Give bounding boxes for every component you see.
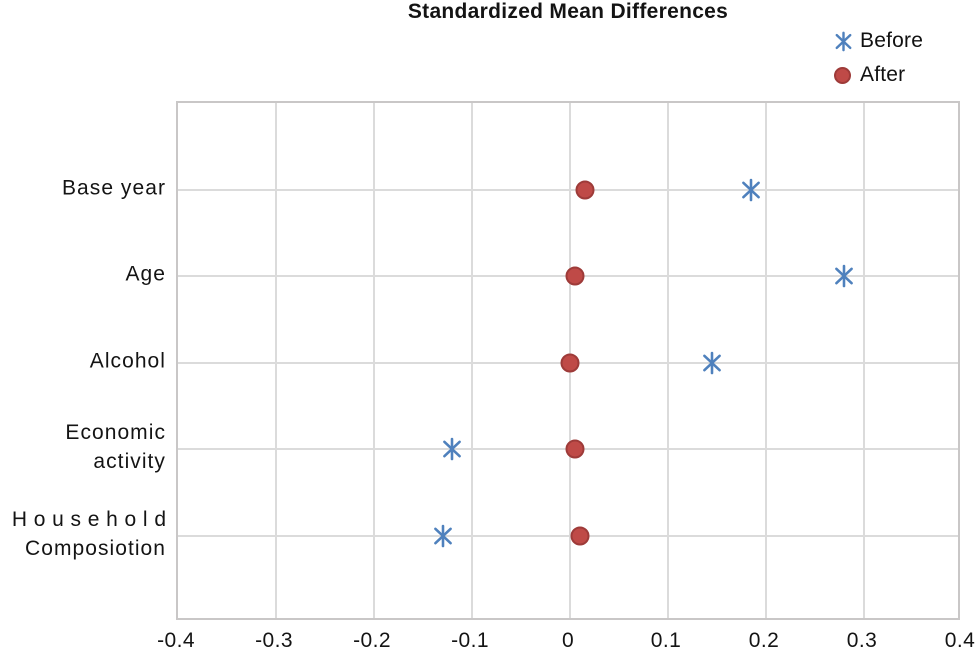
after-marker: [565, 439, 585, 459]
horizontal-gridline: [178, 188, 958, 191]
x-tick-label: 0.4: [944, 629, 976, 652]
vertical-gridline: [275, 103, 277, 618]
legend-label-after: After: [860, 63, 906, 86]
plot-area: [176, 101, 960, 620]
y-category-label: Age: [0, 260, 166, 289]
legend-item-before: Before: [834, 24, 923, 58]
before-marker: [834, 264, 855, 288]
circle-marker-icon: [834, 66, 860, 84]
before-marker: [741, 178, 762, 201]
x-tick-label: 0.3: [846, 629, 878, 652]
vertical-gridline: [373, 103, 375, 618]
asterisk-marker-icon: [834, 31, 860, 52]
x-tick-label: -0.1: [451, 629, 489, 652]
y-category-label-line: Household: [11, 507, 173, 531]
y-category-label-line: Economic: [65, 421, 166, 444]
x-tick-label: -0.2: [353, 629, 391, 652]
vertical-gridline: [863, 103, 865, 618]
after-marker: [560, 353, 580, 372]
x-tick-label: 0: [561, 629, 575, 652]
vertical-gridline: [765, 103, 767, 618]
y-category-label-line: Alcohol: [89, 349, 166, 372]
y-category-label: Base year: [0, 173, 166, 202]
vertical-gridline: [667, 103, 669, 618]
horizontal-gridline: [178, 534, 958, 537]
vertical-gridline: [471, 103, 473, 618]
y-category-label-line: Composiotion: [25, 536, 166, 560]
x-tick-label: -0.4: [157, 629, 195, 652]
x-tick-label: 0.1: [650, 629, 682, 652]
y-category-label-line: Base year: [61, 176, 166, 199]
y-category-label: Economic activity: [0, 418, 166, 476]
x-tick-label: 0.2: [748, 629, 780, 652]
x-tick-label: -0.3: [255, 629, 293, 652]
chart-title: Standardized Mean Differences: [407, 0, 729, 23]
y-category-label-line: activity: [93, 450, 166, 473]
legend-item-after: After: [834, 58, 923, 92]
before-marker: [702, 351, 723, 374]
legend-label-before: Before: [860, 29, 924, 52]
after-marker: [570, 526, 590, 545]
legend: Before After: [834, 24, 923, 92]
after-marker: [565, 266, 585, 286]
y-category-label-line: Age: [125, 262, 166, 286]
before-marker: [442, 437, 463, 461]
y-category-label: Household Composiotion: [0, 505, 166, 563]
after-marker: [575, 180, 595, 199]
y-category-label: Alcohol: [0, 346, 166, 375]
before-marker: [432, 524, 453, 547]
